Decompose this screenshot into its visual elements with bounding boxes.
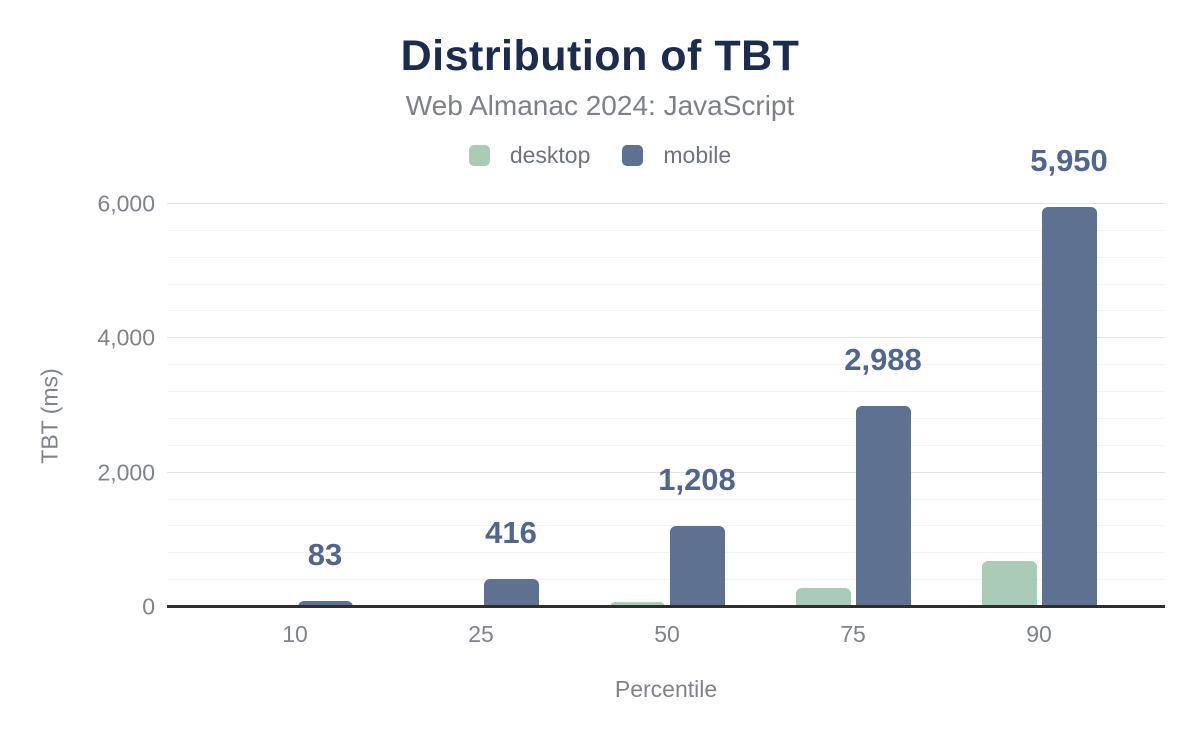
gridline-minor — [167, 283, 1165, 285]
value-label-mobile-p25: 416 — [485, 515, 537, 551]
bar-mobile-p50 — [669, 525, 725, 607]
gridline-minor — [167, 552, 1165, 554]
bar-mobile-p75 — [855, 406, 911, 607]
gridline-minor — [167, 444, 1165, 446]
gridline-minor — [167, 579, 1165, 581]
x-tick-75: 75 — [840, 621, 866, 647]
x-tick-90: 90 — [1026, 621, 1052, 647]
gridline-minor — [167, 498, 1165, 500]
gridline-minor — [167, 391, 1165, 393]
bar-mobile-p10 — [297, 601, 353, 607]
gridline-major — [167, 471, 1165, 473]
x-tick-50: 50 — [654, 621, 680, 647]
chart-subtitle: Web Almanac 2024: JavaScript — [405, 90, 795, 121]
gridline-minor — [167, 256, 1165, 258]
y-tick-0: 0 — [142, 593, 155, 620]
legend: desktop mobile — [0, 142, 1200, 169]
gridline-minor — [167, 310, 1165, 312]
gridline-major — [167, 337, 1165, 339]
legend-item-mobile: mobile — [622, 142, 731, 169]
y-tick-labels: 0 2,000 4,000 6,000 — [0, 191, 155, 620]
y-tick-2000: 2,000 — [97, 459, 155, 486]
gridline-minor — [167, 229, 1165, 231]
x-tick-25: 25 — [468, 621, 494, 647]
x-axis-line — [167, 605, 1165, 608]
gridline-minor — [167, 364, 1165, 366]
legend-label-desktop: desktop — [509, 142, 591, 168]
x-axis-title: Percentile — [614, 676, 718, 702]
bar-mobile-p25 — [483, 579, 539, 607]
y-tick-4000: 4,000 — [97, 324, 155, 351]
chart-title: Distribution of TBT — [400, 32, 800, 80]
gridline-major — [167, 203, 1165, 204]
legend-item-desktop: desktop — [468, 142, 591, 169]
bar-desktop-p90 — [981, 561, 1037, 607]
gridline-minor — [167, 417, 1165, 419]
value-label-mobile-p75: 2,988 — [844, 342, 922, 378]
bar-desktop-p75 — [795, 588, 851, 607]
value-label-mobile-p10: 83 — [307, 537, 343, 573]
bar-mobile-p90 — [1041, 207, 1097, 607]
gridline-minor — [167, 525, 1165, 527]
legend-label-mobile: mobile — [663, 142, 732, 168]
plot-area: 83 416 1,208 2,988 5,950 — [167, 143, 1165, 608]
legend-swatch-desktop-icon — [468, 145, 490, 166]
value-label-mobile-p90: 5,950 — [1030, 143, 1108, 179]
legend-swatch-mobile-icon — [622, 145, 644, 166]
y-tick-6000: 6,000 — [97, 190, 155, 217]
value-label-mobile-p50: 1,208 — [658, 461, 736, 497]
x-tick-10: 10 — [282, 621, 308, 647]
bar-desktop-p50 — [609, 602, 665, 607]
x-tick-labels: 10 25 50 75 90 — [167, 621, 1165, 651]
